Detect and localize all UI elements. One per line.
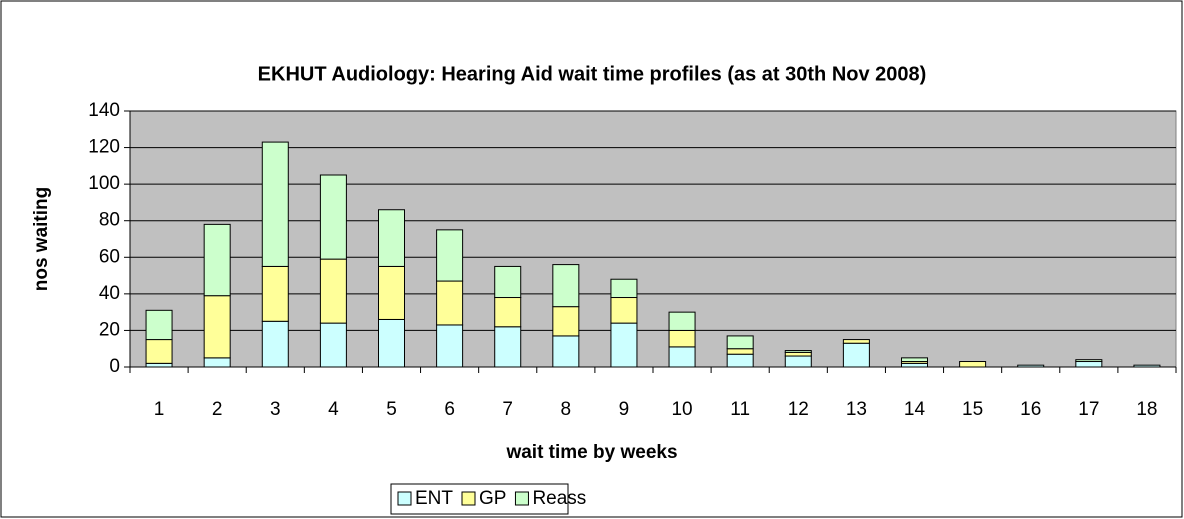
legend-box [390,483,569,515]
y-axis-label: nos waiting [31,187,52,292]
x-tick-label: 7 [502,399,513,420]
legend-swatch [397,491,412,506]
bar-segment [494,297,522,328]
bar-segment [203,357,231,368]
bar-segment [145,339,173,364]
bar-segment [726,353,754,368]
x-tick-label: 6 [444,399,455,420]
bar-segment [494,265,522,299]
bar-segment [1017,364,1045,368]
bar-segment [784,351,812,357]
bar-segment [203,223,231,297]
x-tick-label: 17 [1078,399,1099,420]
legend-swatch [461,491,476,506]
bar-segment [261,141,289,267]
legend-label: ENT [415,488,453,509]
y-tick-label: 140 [88,100,120,121]
bar-segment [610,322,638,368]
bar-segment [552,306,580,337]
bar-segment [901,362,928,368]
x-tick-label: 13 [846,399,867,420]
bar-segment [726,335,754,350]
bar-segment [261,320,289,368]
x-tick-label: 2 [212,399,223,420]
bar-segment [668,329,696,348]
x-tick-label: 10 [671,399,692,420]
y-tick-label: 0 [109,356,120,377]
bar-segment [726,348,754,355]
bar-segment [668,346,696,368]
bar-segment [145,309,173,341]
bar-segment [610,278,638,299]
plot-area [129,110,1177,368]
bar-segment [842,339,870,344]
bar-segment [436,324,464,368]
bar-segment [319,258,347,324]
x-tick-label: 15 [962,399,983,420]
x-tick-label: 18 [1136,399,1157,420]
bar-segment [494,326,522,368]
legend-swatch [514,491,529,506]
x-tick-label: 16 [1020,399,1041,420]
x-tick-label: 3 [270,399,281,420]
x-tick-label: 9 [619,399,630,420]
bar-segment [1075,359,1103,363]
bar-segment [1075,361,1103,368]
x-tick-label: 4 [328,399,339,420]
bar-segment [203,295,231,359]
bar-segment [261,265,289,322]
x-tick-label: 5 [386,399,397,420]
legend-label: Reass [532,488,586,509]
y-tick-label: 120 [88,137,120,158]
y-tick-label: 80 [99,210,120,231]
bar-segment [319,174,347,260]
bar-segment [668,311,696,331]
y-tick-label: 100 [88,173,120,194]
bar-segment [145,362,173,368]
y-tick-label: 20 [99,319,120,340]
bar-segment [378,318,405,368]
x-tick-label: 11 [730,399,750,420]
bar-segment [959,361,987,368]
y-tick-label: 40 [99,283,120,304]
y-tick-label: 60 [99,246,120,267]
bar-segment [552,335,580,368]
bar-segment [1133,364,1161,368]
bar-segment [901,357,928,363]
bar-segment [378,209,405,267]
x-tick-label: 14 [904,399,926,420]
bar-segment [784,350,812,353]
chart-title: EKHUT Audiology: Hearing Aid wait time p… [258,63,927,85]
bar-segment [784,355,812,368]
bar-segment [610,297,638,324]
bar-segment [552,264,580,308]
x-tick-label: 12 [788,399,809,420]
bar-segment [378,265,405,320]
bar-segment [436,229,464,282]
bar-segment [842,342,870,368]
legend-label: GP [479,488,506,509]
bar-segment [436,280,464,326]
x-tick-label: 1 [154,399,165,420]
bar-segment [319,322,347,368]
x-axis-label: wait time by weeks [505,442,677,463]
x-tick-label: 8 [561,399,572,420]
